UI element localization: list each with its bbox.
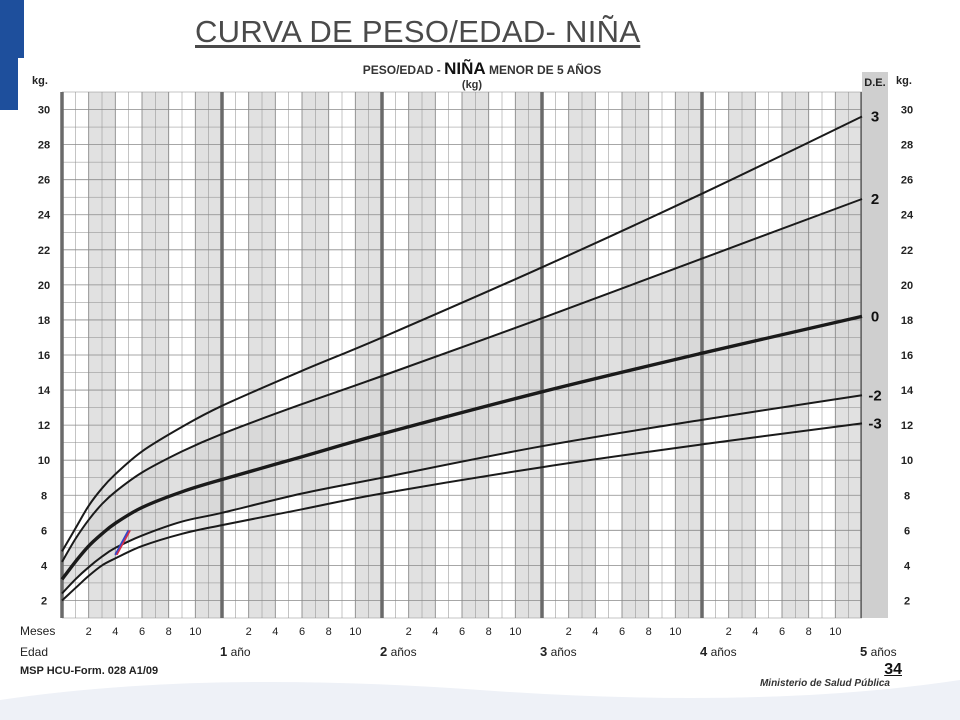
year-tick-label: 1 año (220, 644, 251, 659)
footer-wave-decoration (0, 680, 960, 720)
y-tick-label-right: 2 (904, 595, 910, 607)
page-number: 34 (884, 661, 902, 678)
chart-title-bold: NIÑA (444, 58, 486, 78)
y-tick-label-right: 14 (901, 385, 914, 397)
y-tick-label-right: 24 (901, 210, 914, 222)
year-tick-label: 2 años (380, 644, 417, 659)
month-tick-label: 2 (246, 626, 252, 638)
y-tick-label-left: 2 (41, 595, 47, 607)
curve-sd-3 (61, 115, 863, 552)
growth-chart-panel: D.E. 3 2 0 -2 -3 kg. kg. 2 2 4 4 6 6 8 8 10 10 12 12 14 14 16 1… (18, 58, 940, 684)
y-axis-label-right: kg. (896, 75, 912, 87)
month-tick-label: 10 (189, 626, 201, 638)
month-tick-label: 2 (566, 626, 572, 638)
de-label: D.E. (864, 77, 885, 89)
patient-trace-line (114, 529, 130, 556)
de-side-panel (862, 72, 888, 618)
curve-sd-2 (61, 198, 863, 563)
year-tick-label: 4 años (700, 644, 737, 659)
month-tick-label: 10 (669, 626, 681, 638)
year-tick-label: 3 años (540, 644, 577, 659)
y-tick-label-left: 30 (38, 105, 50, 117)
month-tick-label: 8 (326, 626, 332, 638)
form-label: MSP HCU-Form. 028 A1/09 (20, 665, 158, 677)
month-tick-label: 4 (592, 626, 598, 638)
curve-sd-0 (60, 314, 863, 581)
month-tick-label: 8 (806, 626, 812, 638)
ministry-footer: Ministerio de Salud Pública (759, 678, 890, 689)
y-tick-label-left: 24 (38, 210, 51, 222)
month-tick-label: 6 (459, 626, 465, 638)
age-row-label: Edad (20, 645, 48, 659)
y-axis-label-left: kg. (32, 75, 48, 87)
y-tick-label-left: 22 (38, 245, 50, 257)
chart-title-suffix: MENOR DE 5 AÑOS (486, 62, 602, 77)
patient-trace-line-red (116, 529, 131, 556)
sd-label-minus2: -2 (868, 387, 881, 404)
month-tick-label: 2 (86, 626, 92, 638)
y-tick-label-right: 6 (904, 525, 910, 537)
y-tick-label-left: 14 (38, 385, 51, 397)
y-tick-label-right: 30 (901, 105, 913, 117)
month-tick-label: 8 (486, 626, 492, 638)
sd-label-2: 2 (871, 191, 879, 208)
y-tick-label-right: 18 (901, 315, 913, 327)
month-tick-label: 6 (779, 626, 785, 638)
y-tick-label-right: 26 (901, 175, 913, 187)
month-tick-label: 6 (299, 626, 305, 638)
y-tick-label-left: 20 (38, 280, 50, 292)
curve-sd-minus3 (61, 422, 863, 602)
y-tick-label-left: 8 (41, 490, 47, 502)
y-tick-label-left: 28 (38, 140, 50, 152)
y-tick-label-left: 6 (41, 525, 47, 537)
y-tick-label-right: 8 (904, 490, 910, 502)
y-tick-label-left: 10 (38, 455, 50, 467)
year-tick-label: 5 años (860, 644, 897, 659)
sd-label-3: 3 (871, 109, 879, 126)
y-tick-label-right: 10 (901, 455, 913, 467)
month-tick-label: 10 (509, 626, 521, 638)
month-tick-label: 4 (112, 626, 118, 638)
month-tick-label: 4 (752, 626, 758, 638)
chart-title: PESO/EDAD - NIÑA MENOR DE 5 AÑOS (363, 58, 602, 78)
curve-sd-minus2 (61, 394, 863, 595)
month-tick-label: 10 (349, 626, 361, 638)
month-tick-label: 4 (272, 626, 278, 638)
month-tick-label: 10 (829, 626, 841, 638)
y-tick-label-right: 22 (901, 245, 913, 257)
month-tick-label: 6 (139, 626, 145, 638)
y-tick-label-left: 4 (41, 560, 48, 572)
chart-title-prefix: PESO/EDAD - (363, 63, 444, 77)
y-tick-label-right: 20 (901, 280, 913, 292)
y-tick-label-left: 26 (38, 175, 50, 187)
month-tick-label: 2 (726, 626, 732, 638)
y-tick-label-right: 16 (901, 350, 913, 362)
y-tick-label-right: 28 (901, 140, 913, 152)
y-tick-label-left: 12 (38, 420, 50, 432)
month-tick-label: 8 (166, 626, 172, 638)
chart-title-unit: (kg) (462, 79, 483, 91)
y-tick-label-right: 4 (904, 560, 911, 572)
y-tick-label-right: 12 (901, 420, 913, 432)
y-tick-label-left: 16 (38, 350, 50, 362)
month-tick-label: 8 (646, 626, 652, 638)
sd-label-0: 0 (871, 308, 879, 325)
month-tick-label: 4 (432, 626, 438, 638)
sd-label-minus3: -3 (868, 415, 881, 432)
months-row-label: Meses (20, 624, 55, 638)
month-tick-label: 6 (619, 626, 625, 638)
month-tick-label: 2 (406, 626, 412, 638)
y-tick-label-left: 18 (38, 315, 50, 327)
slide-title: CURVA DE PESO/EDAD- NIÑA (195, 14, 641, 49)
